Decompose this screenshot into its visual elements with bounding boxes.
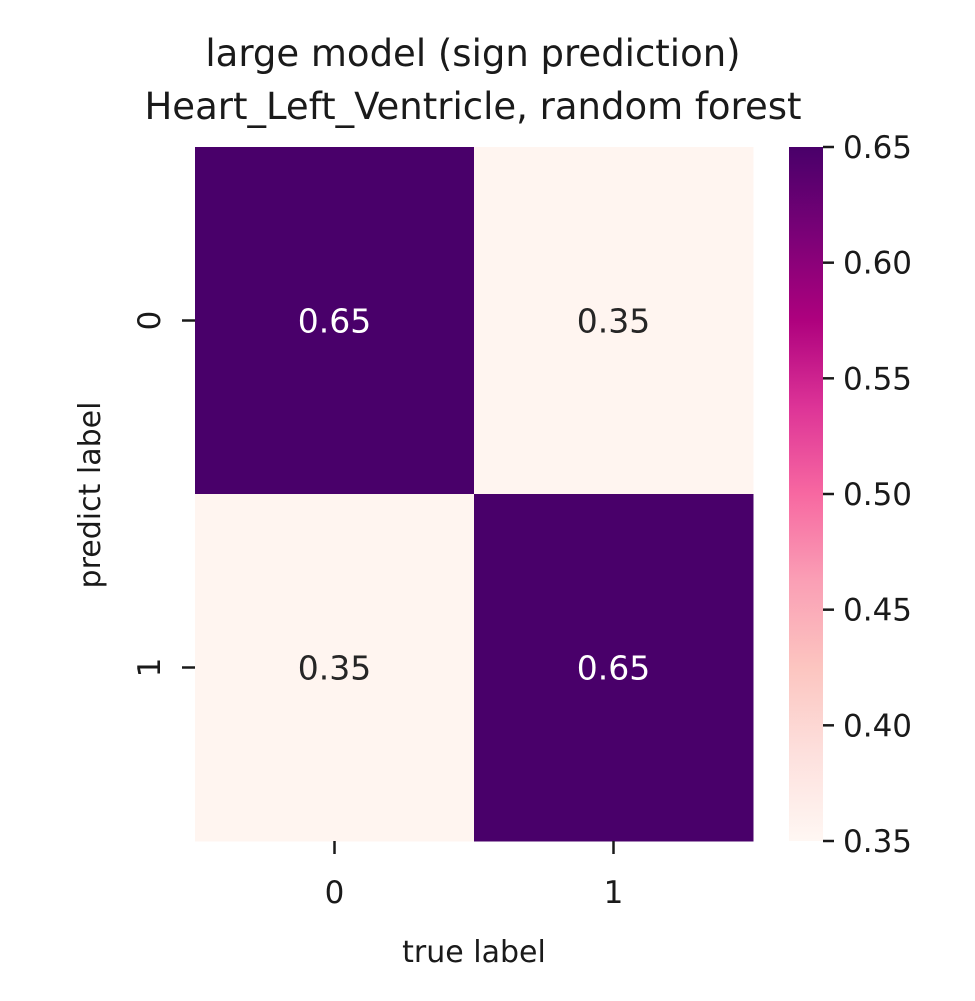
heatmap-cell-r1-c0 [195,494,475,842]
x-tick-label-1: 1 [604,875,624,911]
cell-value-label-r1-c1: 0.65 [577,649,650,688]
heatmap-cell-r1-c1 [474,494,754,842]
colorbar-tick-label-6: 0.65 [843,130,912,166]
colorbar-tick-label-5: 0.60 [843,246,912,282]
colorbar-tick-label-1: 0.40 [843,708,912,744]
colorbar-tick-label-4: 0.55 [843,361,912,397]
x-axis-label: true label [402,935,546,970]
colorbar [789,147,823,841]
colorbar-tick-label-0: 0.35 [843,824,912,860]
x-tick-label-0: 0 [325,875,345,911]
cell-value-label-r0-c0: 0.65 [298,302,371,341]
heatmap-cell-r0-c1 [474,147,754,495]
heatmap-cell-r0-c0 [195,147,475,495]
y-tick-label-1: 1 [132,658,168,678]
y-tick-label-0: 0 [132,311,168,331]
y-axis-label: predict label [73,402,108,589]
chart-title-line-1: large model (sign prediction) [205,32,740,75]
y-axis-ticks: 01 [132,311,195,678]
colorbar-tick-label-3: 0.50 [843,477,912,513]
cell-value-label-r0-c1: 0.35 [577,302,650,341]
heatmap-cells [195,147,754,842]
heatmap-cell-labels: 0.65 0.35 0.35 0.65 [298,302,650,688]
chart-title-line-2: Heart_Left_Ventricle, random forest [144,85,801,128]
cell-value-label-r1-c0: 0.35 [298,649,371,688]
colorbar-tick-label-2: 0.45 [843,593,912,629]
colorbar-ticks: 0.35 0.40 0.45 0.50 0.55 0.60 0.65 [823,130,912,860]
